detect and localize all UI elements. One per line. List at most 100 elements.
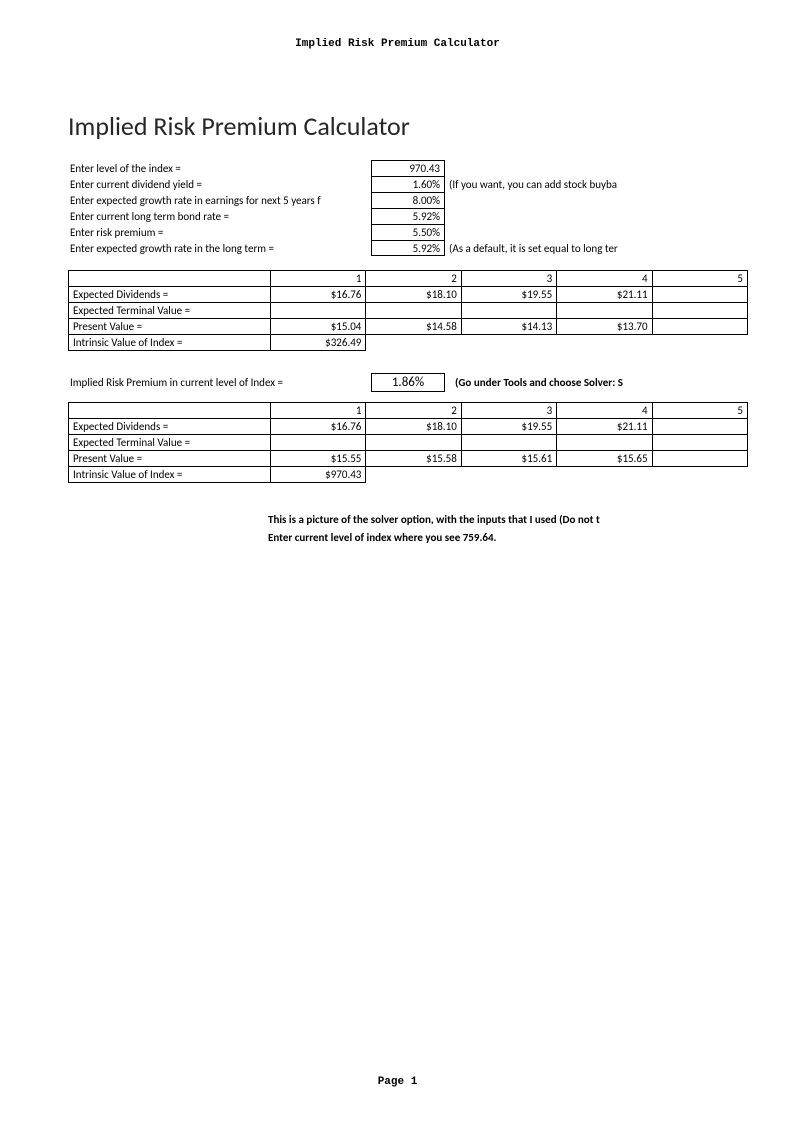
table-cell — [461, 303, 556, 319]
calc-table-2: 12345Expected Dividends =$16.76$18.10$19… — [68, 402, 748, 483]
table-cell — [652, 451, 747, 467]
table-row: Expected Terminal Value = — [69, 303, 748, 319]
table-row: Present Value =$15.55$15.58$15.61$15.65 — [69, 451, 748, 467]
implied-risk-premium-row: Implied Risk Premium in current level of… — [68, 373, 748, 392]
input-label: Enter expected growth rate in the long t… — [68, 240, 371, 256]
table-cell: $18.10 — [366, 287, 461, 303]
input-label: Enter risk premium = — [68, 224, 371, 240]
table-cell: $15.04 — [271, 319, 366, 335]
table-cell — [366, 467, 461, 483]
input-label: Enter level of the index = — [68, 160, 371, 176]
solver-note: This is a picture of the solver option, … — [268, 511, 748, 546]
row-label: Expected Dividends = — [69, 287, 271, 303]
table-cell: $13.70 — [557, 319, 652, 335]
table-cell: $15.61 — [461, 451, 556, 467]
input-label: Enter current long term bond rate = — [68, 208, 371, 224]
table-cell — [461, 435, 556, 451]
table-header: 3 — [461, 403, 556, 419]
page-footer: Page 1 — [0, 1076, 795, 1088]
table-cell — [366, 435, 461, 451]
content-area: Implied Risk Premium Calculator Enter le… — [68, 110, 748, 546]
table-row: Intrinsic Value of Index =$326.49 — [69, 335, 748, 351]
table-cell — [557, 467, 652, 483]
input-value[interactable]: 8.00% — [371, 192, 445, 208]
table-cell: $21.11 — [557, 287, 652, 303]
table-cell — [366, 335, 461, 351]
input-row: Enter risk premium =5.50% — [68, 224, 748, 240]
input-value[interactable]: 5.50% — [371, 224, 445, 240]
table-cell: $16.76 — [271, 287, 366, 303]
input-value[interactable]: 970.43 — [371, 160, 445, 176]
table-cell: $970.43 — [271, 467, 366, 483]
irp-value: 1.86% — [371, 373, 445, 392]
table-row: Expected Dividends =$16.76$18.10$19.55$2… — [69, 419, 748, 435]
input-row: Enter expected growth rate in earnings f… — [68, 192, 748, 208]
input-row: Enter current dividend yield =1.60%(If y… — [68, 176, 748, 192]
row-label: Intrinsic Value of Index = — [69, 335, 271, 351]
table-cell — [557, 435, 652, 451]
table-cell — [271, 435, 366, 451]
table-header: 4 — [557, 271, 652, 287]
table-cell: $19.55 — [461, 419, 556, 435]
table-header: 2 — [366, 271, 461, 287]
row-label: Present Value = — [69, 319, 271, 335]
table-cell: $19.55 — [461, 287, 556, 303]
table-header: 2 — [366, 403, 461, 419]
table-row: Intrinsic Value of Index =$970.43 — [69, 467, 748, 483]
solver-note-line2: Enter current level of index where you s… — [268, 529, 748, 547]
table-row: Present Value =$15.04$14.58$14.13$13.70 — [69, 319, 748, 335]
table-cell — [652, 319, 747, 335]
irp-label: Implied Risk Premium in current level of… — [68, 376, 371, 389]
table-row: Expected Dividends =$16.76$18.10$19.55$2… — [69, 287, 748, 303]
table-cell — [652, 435, 747, 451]
table-cell — [652, 419, 747, 435]
calc-table-1: 12345Expected Dividends =$16.76$18.10$19… — [68, 270, 748, 351]
table-cell: $15.65 — [557, 451, 652, 467]
input-row: Enter current long term bond rate =5.92% — [68, 208, 748, 224]
input-row: Enter expected growth rate in the long t… — [68, 240, 748, 256]
table-cell — [271, 303, 366, 319]
row-label: Intrinsic Value of Index = — [69, 467, 271, 483]
table-cell — [652, 467, 747, 483]
table-header: 5 — [652, 271, 747, 287]
table-cell — [461, 467, 556, 483]
table-cell: $15.55 — [271, 451, 366, 467]
inputs-block: Enter level of the index =970.43Enter cu… — [68, 160, 748, 256]
table-cell: $14.58 — [366, 319, 461, 335]
input-note — [445, 208, 449, 224]
input-note: (As a default, it is set equal to long t… — [445, 240, 618, 256]
doc-header: Implied Risk Premium Calculator — [0, 38, 795, 50]
table-cell — [652, 287, 747, 303]
input-label: Enter expected growth rate in earnings f… — [68, 192, 371, 208]
table-cell: $16.76 — [271, 419, 366, 435]
table-header: 1 — [271, 403, 366, 419]
table-header: 4 — [557, 403, 652, 419]
input-note — [445, 192, 449, 208]
input-note — [445, 160, 449, 176]
input-value[interactable]: 5.92% — [371, 240, 445, 256]
table-cell: $18.10 — [366, 419, 461, 435]
input-value[interactable]: 1.60% — [371, 176, 445, 192]
table-cell — [557, 335, 652, 351]
table-cell: $14.13 — [461, 319, 556, 335]
input-value[interactable]: 5.92% — [371, 208, 445, 224]
table-header: 5 — [652, 403, 747, 419]
table-cell: $326.49 — [271, 335, 366, 351]
table-row: Expected Terminal Value = — [69, 435, 748, 451]
solver-note-line1: This is a picture of the solver option, … — [268, 511, 748, 529]
table-header-blank — [69, 271, 271, 287]
table-cell — [652, 303, 747, 319]
page-title: Implied Risk Premium Calculator — [68, 110, 748, 142]
table-cell — [461, 335, 556, 351]
row-label: Expected Terminal Value = — [69, 303, 271, 319]
table-header: 1 — [271, 271, 366, 287]
input-note: (If you want, you can add stock buyba — [445, 176, 617, 192]
table-cell — [557, 303, 652, 319]
row-label: Expected Terminal Value = — [69, 435, 271, 451]
input-row: Enter level of the index =970.43 — [68, 160, 748, 176]
table-cell — [366, 303, 461, 319]
input-note — [445, 224, 449, 240]
irp-note: (Go under Tools and choose Solver: S — [445, 376, 748, 389]
row-label: Expected Dividends = — [69, 419, 271, 435]
table-cell — [652, 335, 747, 351]
